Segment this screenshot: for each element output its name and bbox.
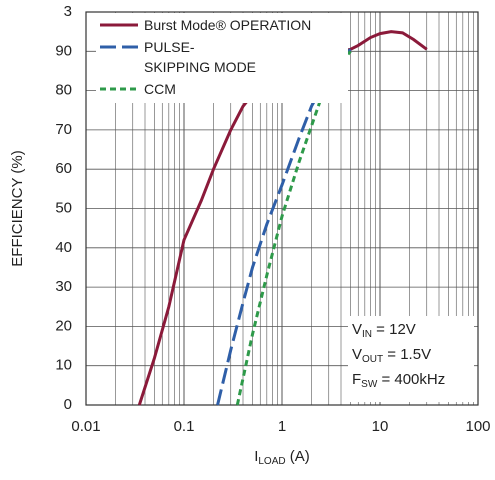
annotation-sub: SW <box>361 379 378 390</box>
legend-swatch <box>100 45 138 49</box>
annotation-main: V <box>352 321 362 338</box>
legend-label: Burst Mode® OPERATION <box>144 17 312 33</box>
y-tick-label: 90 <box>55 42 72 59</box>
legend-swatch <box>100 23 138 27</box>
x-axis-label-rest: (A) <box>286 448 310 465</box>
annotation-main: V <box>352 346 362 363</box>
x-tick-label: 1 <box>278 418 286 435</box>
y-tick-label: 10 <box>55 357 72 374</box>
legend-label: PULSE-SKIPPING MODE <box>144 39 257 75</box>
y-tick-label: 3 <box>64 3 72 20</box>
legend-swatch <box>100 87 138 91</box>
x-tick-label: 10 <box>372 418 389 435</box>
legend-item: CCM <box>100 79 344 99</box>
annotation-main: F <box>352 371 361 388</box>
plot-frame <box>85 11 479 406</box>
y-tick-label: 60 <box>55 160 72 177</box>
legend-item: Burst Mode® OPERATION <box>100 15 344 35</box>
y-tick-label: 20 <box>55 317 72 334</box>
legend-label: CCM <box>144 81 176 97</box>
y-tick-label: 70 <box>55 121 72 138</box>
series-line <box>235 50 352 406</box>
x-tick-label: 0.1 <box>174 418 195 435</box>
legend: Burst Mode® OPERATION PULSE-SKIPPING MODE… <box>96 13 348 103</box>
annotation-rest: = 400kHz <box>377 371 445 388</box>
y-tick-label: 30 <box>55 278 72 295</box>
annotation-sub: OUT <box>362 354 383 365</box>
annotation-rest: = 1.5V <box>383 346 431 363</box>
y-tick-label: 50 <box>55 199 72 216</box>
x-axis-label-main: I <box>254 448 258 465</box>
annotation-rest: = 12V <box>372 321 416 338</box>
x-tick-label: 100 <box>465 418 490 435</box>
y-tick-label: 80 <box>55 82 72 99</box>
annotation: VOUT = 1.5V <box>352 346 431 365</box>
annotation: FSW = 400kHz <box>352 371 445 390</box>
legend-item: PULSE-SKIPPING MODE <box>100 37 344 77</box>
x-axis-label-sub: LOAD <box>258 456 285 467</box>
y-tick-label: 40 <box>55 239 72 256</box>
annotation-sub: IN <box>362 329 372 340</box>
x-tick-label: 0.01 <box>71 418 100 435</box>
annotation-box <box>348 316 474 402</box>
x-axis-label: ILOAD (A) <box>254 448 310 467</box>
y-axis-label: EFFICIENCY (%) <box>9 150 26 266</box>
annotation: VIN = 12V <box>352 321 416 340</box>
y-tick-label: 0 <box>64 396 72 413</box>
